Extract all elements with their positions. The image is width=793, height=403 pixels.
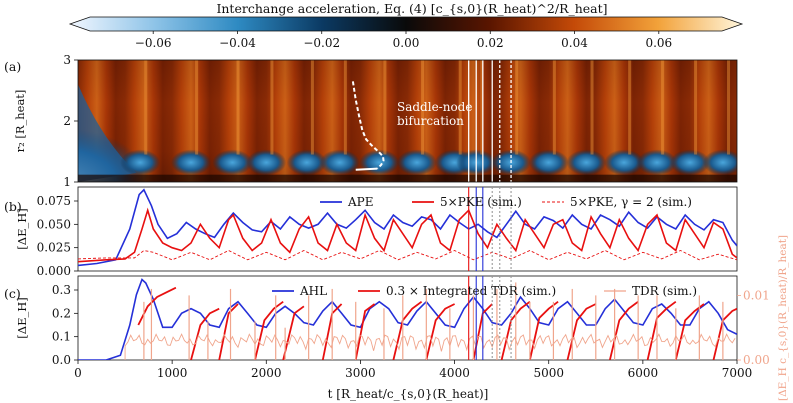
- legend-label: AHL: [299, 284, 327, 298]
- colorbar-tick-label: 0.02: [477, 36, 504, 50]
- ytick-label: 0.050: [37, 217, 71, 231]
- panel-a-ytick-label: 2: [63, 114, 71, 128]
- colorbar-tick-label: 0.06: [645, 36, 672, 50]
- heatmap-blob: [669, 149, 710, 176]
- panel-b-frame: [77, 186, 738, 272]
- legend-label: 5×PKE, γ = 2 (sim.): [570, 195, 692, 209]
- colorbar-tick-label: −0.04: [219, 36, 256, 50]
- legend-label: APE: [347, 195, 374, 209]
- heatmap-blob: [212, 149, 253, 176]
- xtick-label: 3000: [345, 366, 376, 380]
- panel-b-plot: [78, 187, 737, 271]
- xtick-label: 0: [74, 366, 82, 380]
- xtick-label: 7000: [722, 366, 753, 380]
- panel-a-ytick-label: 3: [63, 53, 71, 67]
- colorbar-tick-label: −0.02: [303, 36, 340, 50]
- x-axis-label: t [R_heat/c_{s,0}(R_heat)]: [328, 387, 489, 401]
- heatmap-panel: [78, 60, 737, 182]
- colorbar: [68, 16, 744, 32]
- colorbar-tick-label: 0.04: [561, 36, 588, 50]
- xtick-label: 6000: [628, 366, 659, 380]
- integrated-tdr-line: [712, 307, 737, 360]
- heatmap-floor: [78, 174, 737, 182]
- series-line: [78, 207, 737, 263]
- heatmap-blob: [246, 149, 287, 176]
- ytick-label: 0.025: [37, 241, 71, 255]
- panel-a-ytick-label: 1: [63, 175, 71, 189]
- legend-label: 0.3 × Integrated TDR (sim.): [386, 284, 556, 298]
- xtick-label: 4000: [439, 366, 470, 380]
- panel-c-ylabel-right: [ΔE_H c_{s,0}(R_heat)/R_heat]: [777, 235, 789, 401]
- ytick-label: 0.0: [52, 353, 71, 367]
- heatmap-blob: [528, 149, 569, 176]
- heatmap-blob: [702, 149, 737, 176]
- ytick-label: 0.3: [52, 283, 71, 297]
- panel-b-legend: APE 5×PKE (sim.) 5×PKE, γ = 2 (sim.): [320, 195, 692, 209]
- xtick-label: 1000: [157, 366, 188, 380]
- integrated-tdr-line: [137, 286, 177, 326]
- colorbar-title: Interchange acceleration, Eq. (4) [c_{s,…: [216, 1, 607, 16]
- heatmap-blob: [286, 149, 327, 176]
- pke-gamma2-line: [78, 249, 737, 261]
- bifurcation-curve-stable: [355, 167, 378, 171]
- heatmap-blob: [319, 149, 360, 176]
- ytick-right-label: 0.00: [743, 353, 770, 367]
- panel-a-axes: 1 2 3: [63, 53, 78, 189]
- xtick-label: 5000: [533, 366, 564, 380]
- panel-c-plot: [78, 276, 737, 360]
- ytick-label: 0.075: [37, 194, 71, 208]
- bifurcation-curve: [351, 81, 385, 170]
- panel-label-b: (b): [4, 199, 22, 214]
- tdr-line: [124, 333, 736, 360]
- panel-b-axes: 0.000 0.025 0.050 0.075: [37, 194, 78, 278]
- panel-c-axes: 0.0 0.1 0.2 0.3 0.00 0.01 0 1000 2000 3000 4000 500…: [52, 283, 770, 380]
- annotation-line-1: Saddle-node: [397, 100, 472, 114]
- panel-c-ylabel: [ΔE_H]: [15, 297, 29, 338]
- heatmap-blob: [604, 149, 645, 176]
- panel-c-legend: AHL 0.3 × Integrated TDR (sim.) TDR (sim.): [272, 284, 697, 298]
- series-line: [78, 188, 737, 267]
- heatmap-blobs: [78, 60, 737, 182]
- xtick-label: 2000: [251, 366, 282, 380]
- heatmap-blob: [170, 149, 211, 176]
- heatmap-blob: [396, 149, 437, 176]
- panel-a-ylabel: r₂ [R_heat]: [13, 90, 27, 153]
- panel-label-a: (a): [4, 59, 21, 74]
- ytick-label: 0.1: [52, 330, 71, 344]
- series-line: [78, 278, 737, 360]
- legend-label: TDR (sim.): [632, 284, 697, 298]
- integrated-tdr-line: [646, 300, 677, 360]
- ytick-right-label: 0.01: [743, 288, 770, 302]
- panel-label-c: (c): [4, 286, 21, 301]
- ytick-label: 0.000: [37, 264, 71, 278]
- integrated-tdr-line: [282, 305, 305, 360]
- integrated-tdr-line: [254, 300, 284, 360]
- integrated-tdr-line: [392, 300, 423, 360]
- heatmap-blob: [120, 149, 161, 176]
- legend-label: 5×PKE (sim.): [440, 195, 522, 209]
- integrated-tdr-line: [354, 303, 376, 360]
- panel-b-ylabel: [ΔE_H]: [15, 208, 29, 249]
- ytick-label: 0.2: [52, 306, 71, 320]
- heatmap-blob: [566, 149, 607, 176]
- annotation-line-2: bifurcation: [397, 114, 464, 128]
- heatmap-blob: [636, 149, 677, 176]
- colorbar-ticks: −0.06 −0.04 −0.02 0.00 0.02 0.04 0.06: [135, 31, 672, 50]
- colorbar-tick-label: −0.06: [135, 36, 172, 50]
- integrated-tdr-line: [218, 303, 239, 360]
- colorbar-tick-label: 0.00: [393, 36, 420, 50]
